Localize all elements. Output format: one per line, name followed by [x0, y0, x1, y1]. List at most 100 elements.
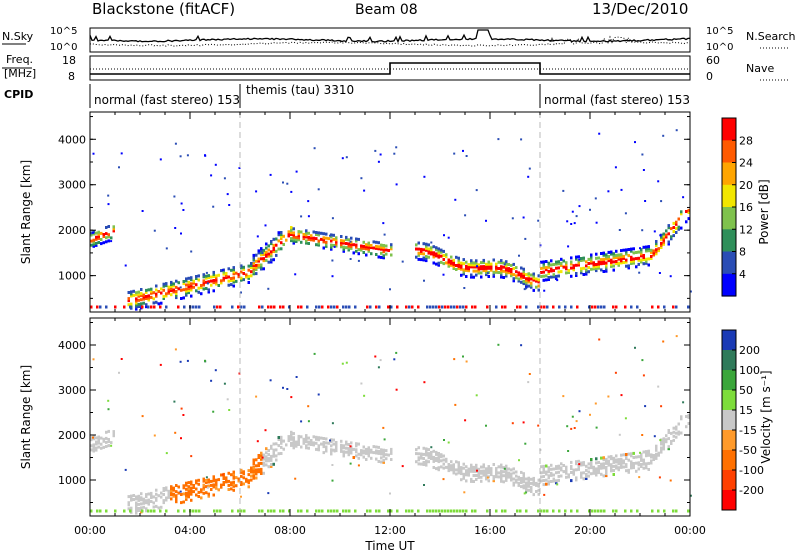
power-cell [610, 258, 613, 262]
power-cell [393, 152, 396, 155]
power-cell [170, 289, 173, 293]
velocity-cell [455, 468, 458, 472]
power-cell [537, 288, 540, 292]
power-cell [401, 260, 404, 263]
power-cell [282, 243, 285, 246]
power-cell [192, 281, 195, 285]
power-cell [182, 282, 185, 285]
power-cell [420, 252, 423, 255]
velocity-cell [225, 478, 228, 482]
velocity-cell [445, 457, 448, 461]
power-cell [112, 227, 115, 231]
velocity-cell [170, 491, 173, 495]
power-cell [437, 261, 440, 265]
power-cell [417, 247, 420, 251]
velocity-cell [180, 493, 183, 496]
power-cell [537, 219, 540, 222]
velocity-cell [221, 473, 224, 476]
power-cell [477, 271, 480, 275]
power-cell [277, 247, 280, 251]
velocity-cell [460, 466, 463, 470]
velocity-cell [510, 474, 513, 478]
power-cell [335, 238, 338, 242]
power-cell [365, 243, 368, 247]
power-cell [140, 292, 143, 296]
power-cell [162, 295, 165, 298]
velocity-cell [190, 486, 193, 490]
velocity-cell [187, 489, 190, 493]
power-cell [650, 255, 653, 258]
power-cell [331, 217, 334, 220]
power-cell [247, 264, 250, 268]
velocity-cell [252, 460, 255, 464]
power-cell [310, 236, 313, 240]
power-cell [442, 249, 445, 253]
velocity-cell [270, 454, 273, 458]
velocity-cell [165, 509, 168, 513]
power-cell [542, 266, 545, 270]
velocity-cell [443, 439, 445, 441]
power-cell [442, 262, 445, 266]
velocity-cell [307, 442, 310, 446]
velocity-cell [173, 400, 176, 403]
power-cell [366, 305, 369, 309]
power-cell [662, 232, 665, 236]
power-cell [132, 289, 135, 293]
power-cell [543, 305, 546, 309]
freq-label-top: Freq. [6, 53, 33, 66]
power-cell [500, 269, 503, 273]
velocity-cell [624, 417, 627, 420]
velocity-cell [135, 507, 138, 511]
power-cell [500, 275, 503, 279]
power-cell [602, 251, 605, 255]
velocity-cell [167, 493, 170, 497]
velocity-cell [112, 430, 115, 434]
power-cell [411, 305, 414, 309]
power-cell [560, 270, 563, 274]
power-cell [527, 276, 530, 280]
velocity-cell [642, 374, 645, 377]
velocity-cell [97, 437, 100, 441]
velocity-cell [179, 490, 182, 493]
power-cell [515, 270, 518, 274]
power-cell [557, 262, 560, 266]
power-cell [182, 280, 185, 283]
power-cell [432, 251, 435, 255]
velocity-cell [160, 491, 163, 495]
velocity-cell [485, 477, 488, 481]
velocity-cell [135, 503, 138, 507]
velocity-cell [261, 509, 264, 513]
power-cell [145, 303, 148, 307]
power-cell [90, 243, 93, 247]
velocity-cell [135, 511, 138, 515]
velocity-cell [145, 509, 148, 513]
power-cell [97, 232, 100, 236]
velocity-cell [612, 460, 615, 464]
power-cell [97, 241, 100, 244]
power-cell [427, 249, 430, 253]
velocity-cell [665, 440, 668, 444]
power-cell [212, 205, 215, 208]
velocity-cell [105, 509, 108, 513]
power-cell [620, 255, 623, 259]
power-cell [507, 263, 510, 266]
velocity-cell [667, 447, 670, 451]
velocity-cell [490, 469, 493, 473]
power-cell [620, 253, 623, 257]
power-cell [352, 243, 355, 247]
velocity-cell [607, 463, 610, 467]
power-cell [374, 149, 377, 152]
power-cell [207, 290, 210, 294]
power-cell [607, 259, 610, 263]
velocity-cell [485, 424, 487, 427]
power-cell [215, 276, 218, 280]
velocity-cell [345, 446, 348, 450]
velocity-cell [204, 359, 206, 362]
power-cell [505, 268, 508, 272]
velocity-cell [465, 469, 468, 473]
velocity-cell [325, 441, 328, 445]
power-cell [387, 249, 390, 252]
velocity-cell [610, 467, 613, 471]
power-cell [622, 254, 625, 258]
velocity-cell [332, 442, 335, 446]
